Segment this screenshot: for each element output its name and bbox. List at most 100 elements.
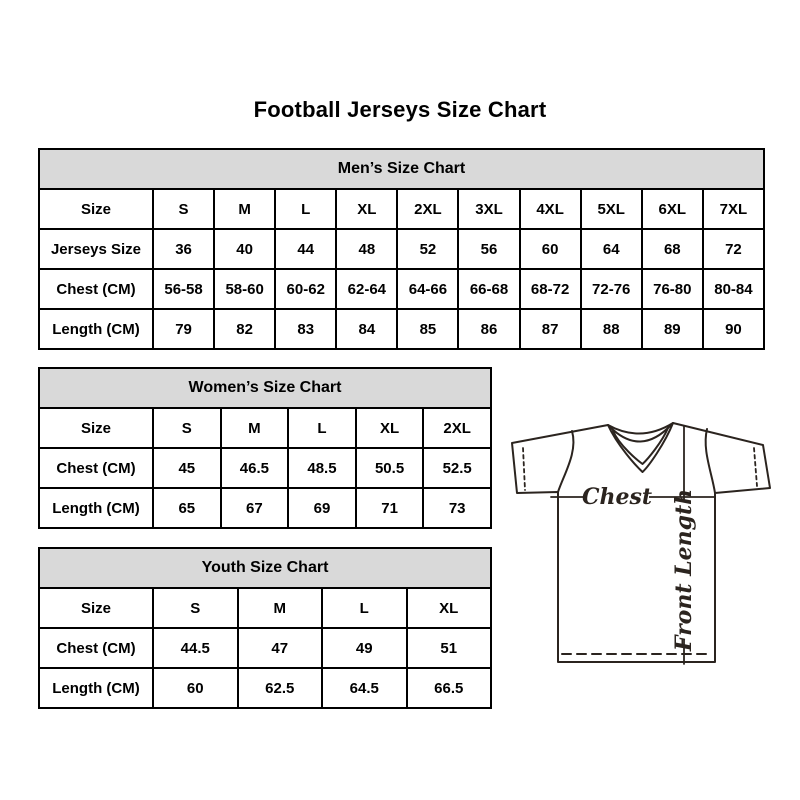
column-header: L: [321, 587, 408, 629]
table-title-row: Men’s Size Chart: [38, 148, 765, 190]
cell-value: 45: [152, 447, 222, 489]
row-label: Length (CM): [38, 667, 154, 709]
column-header: 2XL: [422, 407, 492, 449]
cell-value: 56: [457, 228, 521, 270]
cell-value: 44: [274, 228, 338, 270]
cell-value: 79: [151, 308, 216, 350]
chest-label: Chest: [582, 484, 652, 510]
cell-value: 52.5: [422, 447, 492, 489]
row-label: Size: [38, 587, 154, 629]
front-length-label-background: [671, 501, 695, 639]
cell-value: 40: [213, 228, 277, 270]
cell-value: 72-76: [579, 268, 643, 310]
cell-value: 58-60: [213, 268, 277, 310]
cell-value: 36: [151, 228, 216, 270]
column-header: 4XL: [518, 188, 582, 230]
column-header: 6XL: [640, 188, 704, 230]
collar-back-line: [607, 422, 674, 435]
cell-value: 73: [422, 487, 492, 529]
column-header: M: [213, 188, 277, 230]
left-armhole-seam: [557, 430, 575, 493]
cell-value: 48.5: [287, 447, 357, 489]
table-header-row: Size S M L XL 2XL: [38, 407, 492, 449]
column-header: XL: [354, 407, 425, 449]
cell-value: 89: [640, 308, 704, 350]
row-label: Chest (CM): [38, 447, 154, 489]
table-row: Chest (CM) 44.5 47 49 51: [38, 627, 492, 669]
cell-value: 82: [213, 308, 277, 350]
left-cuff-dashed-line: [522, 447, 526, 491]
column-header: 2XL: [396, 188, 460, 230]
cell-value: 48: [335, 228, 399, 270]
column-header: S: [152, 587, 239, 629]
cell-value: 84: [335, 308, 399, 350]
cell-value: 65: [152, 487, 222, 529]
cell-value: 46.5: [219, 447, 290, 489]
youth-size-table: Youth Size Chart Size S M L XL Chest (CM) 44.5 4…: [38, 547, 492, 709]
right-cuff-dashed-line: [753, 447, 758, 487]
table-row: Length (CM) 60 62.5 64.5 66.5: [38, 667, 492, 709]
row-label: Chest (CM): [38, 627, 154, 669]
cell-value: 72: [701, 228, 766, 270]
column-header: 5XL: [579, 188, 643, 230]
table-row: Length (CM) 65 67 69 71 73: [38, 487, 492, 529]
cell-value: 90: [701, 308, 766, 350]
womens-size-table: Women’s Size Chart Size S M L XL 2XL Chest (CM)…: [38, 367, 492, 529]
page-title: Football Jerseys Size Chart: [253, 97, 547, 122]
column-header: S: [151, 188, 216, 230]
chest-label-background: [585, 485, 649, 508]
cell-value: 68-72: [518, 268, 582, 310]
mens-size-table: Men’s Size Chart Size S M L XL 2XL 3XL 4XL 5XL 6XL…: [38, 148, 766, 350]
cell-value: 50.5: [354, 447, 425, 489]
row-label: Length (CM): [38, 308, 154, 350]
row-label: Jerseys Size: [38, 228, 154, 270]
cell-value: 69: [287, 487, 357, 529]
cell-value: 71: [354, 487, 425, 529]
cell-value: 76-80: [640, 268, 704, 310]
cell-value: 88: [579, 308, 643, 350]
cell-value: 80-84: [701, 268, 766, 310]
column-header: L: [274, 188, 338, 230]
cell-value: 44.5: [152, 627, 239, 669]
table-row: Length (CM) 79 82 83 84 85 86 87 88 89 90: [38, 308, 766, 350]
cell-value: 47: [236, 627, 323, 669]
cell-value: 60-62: [274, 268, 338, 310]
cell-value: 68: [640, 228, 704, 270]
column-header: XL: [405, 587, 492, 629]
cell-value: 52: [396, 228, 460, 270]
cell-value: 64-66: [396, 268, 460, 310]
collar-v-outer-line: [607, 422, 674, 473]
cell-value: 62-64: [335, 268, 399, 310]
table-header-row: Size S M L XL: [38, 587, 492, 629]
column-header: M: [219, 407, 290, 449]
cell-value: 86: [457, 308, 521, 350]
table-row: Chest (CM) 56-58 58-60 60-62 62-64 64-66 66-68…: [38, 268, 766, 310]
cell-value: 85: [396, 308, 460, 350]
right-armhole-seam: [704, 428, 716, 494]
cell-value: 51: [405, 627, 492, 669]
row-label: Length (CM): [38, 487, 154, 529]
column-header: 3XL: [457, 188, 521, 230]
table-title-row: Youth Size Chart: [38, 547, 492, 589]
cell-value: 64.5: [321, 667, 408, 709]
cell-value: 66.5: [405, 667, 492, 709]
column-header: M: [236, 587, 323, 629]
column-header: S: [152, 407, 222, 449]
collar-v-inner-line: [612, 427, 669, 465]
cell-value: 62.5: [236, 667, 323, 709]
jersey-measurement-diagram: Chest Front Length: [500, 400, 780, 680]
row-label: Size: [38, 407, 154, 449]
table-row: Jerseys Size 36 40 44 48 52 56 60 64 68 72: [38, 228, 766, 270]
row-label: Chest (CM): [38, 268, 154, 310]
column-header: XL: [335, 188, 399, 230]
table-title: Women’s Size Chart: [38, 367, 492, 409]
table-header-row: Size S M L XL 2XL 3XL 4XL 5XL 6XL 7XL: [38, 188, 766, 230]
cell-value: 83: [274, 308, 338, 350]
row-label: Size: [38, 188, 154, 230]
cell-value: 60: [518, 228, 582, 270]
column-header: 7XL: [701, 188, 766, 230]
cell-value: 67: [219, 487, 290, 529]
collar-back-inner-line: [609, 424, 672, 443]
cell-value: 49: [321, 627, 408, 669]
front-length-label: Front Length: [671, 489, 697, 652]
